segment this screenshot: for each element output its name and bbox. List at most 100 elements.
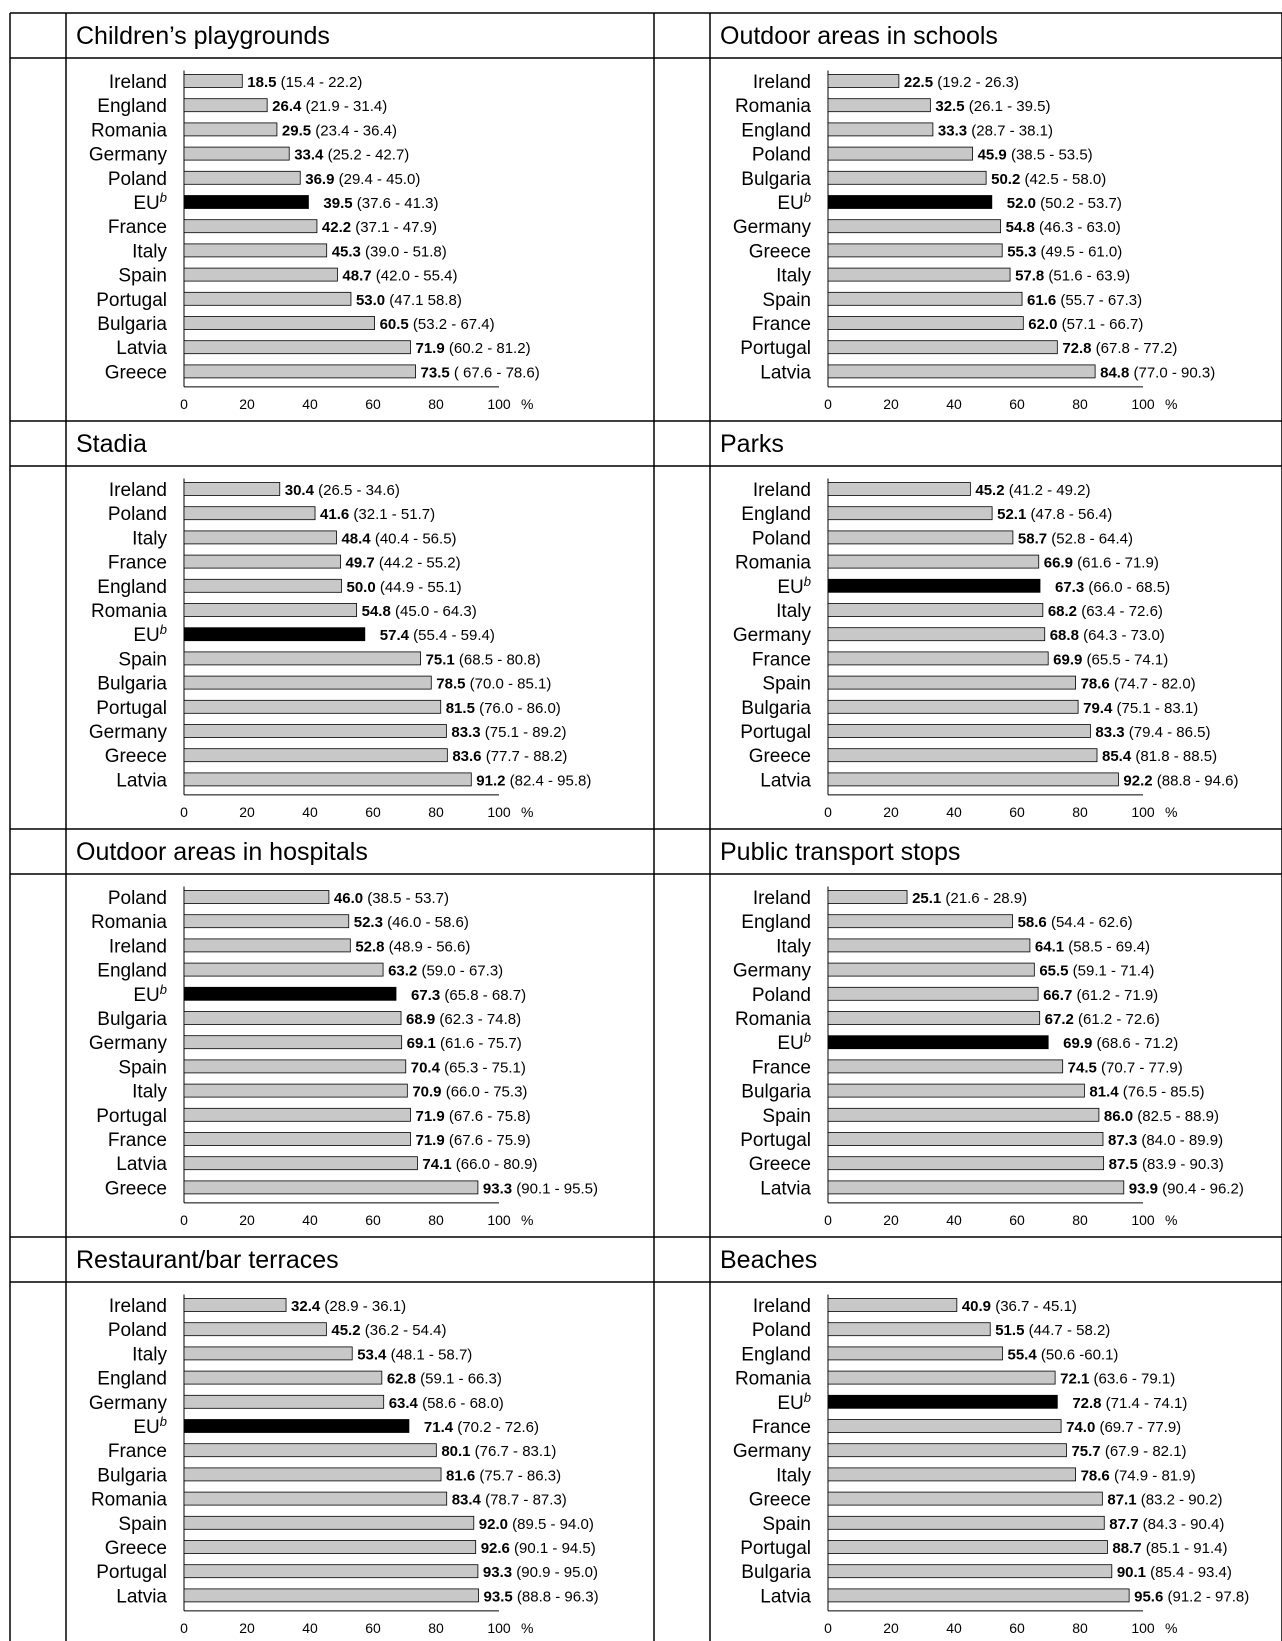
data-label: 50.2 (42.5 - 58.0) — [991, 171, 1106, 188]
x-tick-label: 100 — [1131, 396, 1155, 412]
category-label: Latvia — [116, 1586, 167, 1607]
data-label: 36.9 (29.4 - 45.0) — [305, 171, 420, 188]
x-axis-unit: % — [1165, 1620, 1177, 1636]
bar — [827, 1083, 1085, 1098]
bar — [827, 219, 1002, 234]
category-label: Bulgaria — [741, 169, 811, 190]
x-axis-unit: % — [1165, 1212, 1177, 1228]
x-axis-unit: % — [521, 804, 533, 820]
data-label: 68.9 (62.3 - 74.8) — [406, 1011, 521, 1028]
x-tick-label: 40 — [302, 1212, 318, 1228]
category-label: EUb — [777, 1030, 811, 1054]
bar — [183, 74, 243, 88]
category-label: Portugal — [96, 1562, 167, 1583]
data-label: 50.0 (44.9 - 55.1) — [347, 579, 462, 596]
category-label: Poland — [108, 888, 167, 909]
category-label: Romania — [91, 601, 167, 622]
data-label: 54.8 (45.0 - 64.3) — [362, 603, 477, 620]
x-tick-label: 100 — [487, 1212, 511, 1228]
category-label: England — [741, 120, 811, 141]
x-tick-label: 20 — [239, 396, 255, 412]
bar — [827, 506, 993, 521]
chart-panel: Outdoor areas in hospitals Poland 46.0 (38… — [76, 838, 598, 1228]
x-tick-label: 0 — [824, 804, 832, 820]
category-label: Greece — [749, 746, 811, 767]
bar — [183, 1156, 418, 1171]
bar — [183, 675, 432, 690]
category-label: Greece — [749, 1490, 811, 1511]
x-tick-label: 40 — [946, 1620, 962, 1636]
data-label: 67.3 (66.0 - 68.5) — [1055, 579, 1170, 596]
data-label: 92.2 (88.8 - 94.6) — [1123, 772, 1238, 789]
category-label: England — [741, 504, 811, 525]
x-tick-label: 0 — [180, 1212, 188, 1228]
bar — [183, 146, 290, 161]
data-label: 48.7 (42.0 - 55.4) — [342, 268, 457, 285]
bar-highlight — [827, 1035, 1049, 1050]
data-label: 72.1 (63.6 - 79.1) — [1060, 1371, 1175, 1388]
x-tick-label: 0 — [824, 396, 832, 412]
bar — [183, 699, 442, 714]
bar — [827, 651, 1049, 666]
data-label: 71.9 (67.6 - 75.9) — [415, 1132, 530, 1149]
category-label: England — [741, 912, 811, 933]
x-tick-label: 20 — [883, 1212, 899, 1228]
bar — [827, 1298, 958, 1312]
data-label: 26.4 (21.9 - 31.4) — [272, 98, 387, 115]
data-label: 81.5 (76.0 - 86.0) — [446, 700, 561, 717]
category-label: Ireland — [109, 1296, 167, 1317]
data-label: 40.9 (36.7 - 45.1) — [962, 1298, 1077, 1315]
category-label: Poland — [108, 504, 167, 525]
bar — [183, 1059, 407, 1074]
bar — [183, 340, 411, 355]
data-label: 83.6 (77.7 - 88.2) — [452, 748, 567, 765]
x-tick-label: 20 — [239, 1212, 255, 1228]
bar — [827, 340, 1058, 355]
category-label: Germany — [733, 1441, 812, 1462]
bar — [827, 98, 931, 113]
bar — [183, 530, 337, 545]
bar — [183, 219, 318, 234]
category-label: France — [752, 314, 811, 335]
data-label: 64.1 (58.5 - 69.4) — [1035, 938, 1150, 955]
bar — [827, 748, 1098, 763]
category-label: Bulgaria — [741, 1082, 811, 1103]
data-label: 42.2 (37.1 - 47.9) — [322, 219, 437, 236]
bar — [827, 962, 1035, 977]
category-label: Italy — [776, 1465, 811, 1486]
data-label: 63.4 (58.6 - 68.0) — [389, 1395, 504, 1412]
data-label: 57.4 (55.4 - 59.4) — [380, 627, 495, 644]
bar — [827, 267, 1011, 282]
category-label: Germany — [89, 145, 168, 166]
bar — [827, 1540, 1108, 1554]
category-label: Latvia — [116, 770, 167, 791]
category-label: Italy — [776, 936, 811, 957]
category-label: Poland — [108, 169, 167, 190]
data-label: 78.6 (74.9 - 81.9) — [1081, 1467, 1196, 1484]
category-label: Germany — [733, 625, 812, 646]
data-label: 45.2 (36.2 - 54.4) — [331, 1322, 446, 1339]
bar — [183, 1083, 408, 1098]
x-tick-label: 60 — [1009, 1212, 1025, 1228]
chart-panel: Parks Ireland 45.2 (41.2 - 49.2) England 52.… — [720, 430, 1239, 820]
bar — [183, 1132, 411, 1146]
data-label: 60.5 (53.2 - 67.4) — [380, 316, 495, 333]
category-label: Portugal — [96, 290, 167, 311]
x-tick-label: 100 — [487, 804, 511, 820]
bar — [827, 291, 1023, 306]
data-label: 53.4 (48.1 - 58.7) — [357, 1346, 472, 1363]
bar — [183, 1443, 437, 1458]
category-label: Romania — [735, 1369, 811, 1390]
x-tick-label: 100 — [487, 1620, 511, 1636]
bar — [827, 1491, 1103, 1506]
bar — [183, 1035, 403, 1050]
bar — [183, 962, 384, 977]
data-label: 79.4 (75.1 - 83.1) — [1083, 700, 1198, 717]
category-label: Ireland — [109, 480, 167, 501]
x-tick-label: 60 — [365, 804, 381, 820]
data-label: 72.8 (67.8 - 77.2) — [1062, 340, 1177, 357]
chart-title: Stadia — [76, 430, 147, 458]
bar — [183, 1564, 479, 1579]
chart-title: Parks — [720, 430, 784, 458]
bar — [183, 554, 341, 569]
